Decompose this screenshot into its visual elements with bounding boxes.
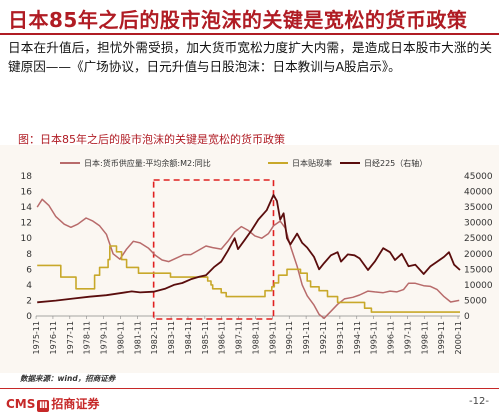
- right-axis-tick-label: 0: [464, 312, 470, 322]
- title-underline: [0, 33, 499, 35]
- x-axis-tick-label: 1984-11: [184, 321, 193, 354]
- x-axis-tick-label: 1988-11: [251, 321, 260, 354]
- x-axis-tick-label: 1982-11: [150, 321, 159, 354]
- chart-axes: 0 2 4 6 8 10 12 14 16 18 0 5000 10000 15000 20000 25000…: [21, 172, 493, 354]
- x-axis-tick-label: 1975-11: [32, 321, 41, 354]
- right-axis-tick-label: 30000: [464, 219, 493, 229]
- left-axis-tick-label: 14: [21, 203, 33, 213]
- right-axis-tick-label: 25000: [464, 234, 493, 244]
- left-axis-tick-label: 8: [26, 250, 32, 260]
- right-axis-tick-label: 15000: [464, 265, 493, 275]
- source-note: 数据来源：wind，招商证券: [20, 374, 116, 383]
- right-axis-tick-label: 10000: [464, 281, 493, 291]
- series-discount-rate-line: [37, 245, 460, 313]
- right-axis-tick-label: 45000: [464, 172, 493, 182]
- left-axis-tick-label: 10: [21, 234, 33, 244]
- footer-divider: [0, 388, 499, 389]
- chart-title: 图：日本85年之后的股市泡沫的关键是宽松的货币政策: [18, 133, 285, 146]
- page-number: -12-: [469, 396, 489, 407]
- x-axis-tick-label: 1999-11: [437, 321, 446, 354]
- x-axis-tick-label: 1994-11: [353, 321, 362, 354]
- legend-label: 日本:货币供应量:平均余额:M2:同比: [84, 158, 211, 168]
- logo-text-cms: CMS: [6, 397, 36, 411]
- legend-label: 日本贴现率: [292, 158, 332, 168]
- left-axis-tick-label: 6: [26, 265, 32, 275]
- right-axis-tick-label: 20000: [464, 250, 493, 260]
- left-axis-tick-label: 4: [26, 281, 32, 291]
- company-logo: CMS Ⅲ 招商证券: [6, 395, 99, 412]
- left-axis-tick-label: 2: [26, 296, 32, 306]
- left-axis-tick-label: 16: [21, 188, 33, 198]
- x-axis-tick-label: 1979-11: [100, 321, 109, 354]
- right-axis-tick-label: 35000: [464, 203, 493, 213]
- left-axis-tick-label: 18: [21, 172, 33, 182]
- x-axis-tick-label: 1986-11: [218, 321, 227, 354]
- x-axis-tick-label: 1983-11: [167, 321, 176, 354]
- right-axis-tick-label: 40000: [464, 188, 493, 198]
- left-axis-tick-label: 0: [26, 312, 32, 322]
- chart-series: [36, 179, 461, 320]
- logo-text-name: 招商证券: [51, 397, 100, 411]
- x-axis-tick-label: 1980-11: [116, 321, 125, 354]
- x-axis-tick-label: 1987-11: [235, 321, 244, 354]
- x-axis-tick-label: 1977-11: [66, 321, 75, 354]
- x-axis-tick-label: 1990-11: [285, 321, 294, 354]
- page-title: 日本85年之后的股市泡沫的关键是宽松的货币政策: [8, 8, 468, 32]
- left-axis-tick-label: 12: [21, 219, 32, 229]
- legend-label: 日经225（右轴）: [364, 158, 427, 168]
- x-axis-tick-label: 1998-11: [420, 321, 429, 354]
- chart-legend: 日本:货币供应量:平均余额:M2:同比 日本贴现率 日经225（右轴）: [60, 158, 427, 168]
- x-axis-tick-label: 1995-11: [370, 321, 379, 354]
- chart-background: [0, 145, 499, 373]
- right-axis-tick-label: 5000: [464, 296, 487, 306]
- x-axis-tick-label: 1997-11: [403, 321, 412, 354]
- x-axis-tick-label: 1989-11: [268, 321, 277, 354]
- series-nikkei225-line: [37, 194, 461, 304]
- chart: 0 2 4 6 8 10 12 14 16 18 0 5000 10000 15000 20000 25000…: [0, 145, 499, 373]
- x-axis-tick-label: 1985-11: [201, 321, 210, 354]
- x-axis-tick-label: 1992-11: [319, 321, 328, 354]
- logo-mark-icon: Ⅲ: [37, 400, 50, 412]
- x-axis-tick-label: 1991-11: [302, 321, 311, 354]
- body-paragraph: 日本在升值后，担忧外需受损，加大货币宽松力度扩大内需，是造成日本股市大涨的关键原…: [8, 40, 492, 74]
- x-axis-tick-label: 1996-11: [387, 321, 396, 354]
- series-m2-line: [36, 198, 460, 320]
- x-axis-tick-label: 1993-11: [336, 321, 345, 354]
- x-axis-tick-label: 2000-11: [454, 321, 463, 354]
- x-axis-tick-label: 1976-11: [49, 321, 58, 354]
- x-axis-tick-label: 1978-11: [83, 321, 92, 354]
- x-axis-tick-label: 1981-11: [133, 321, 142, 354]
